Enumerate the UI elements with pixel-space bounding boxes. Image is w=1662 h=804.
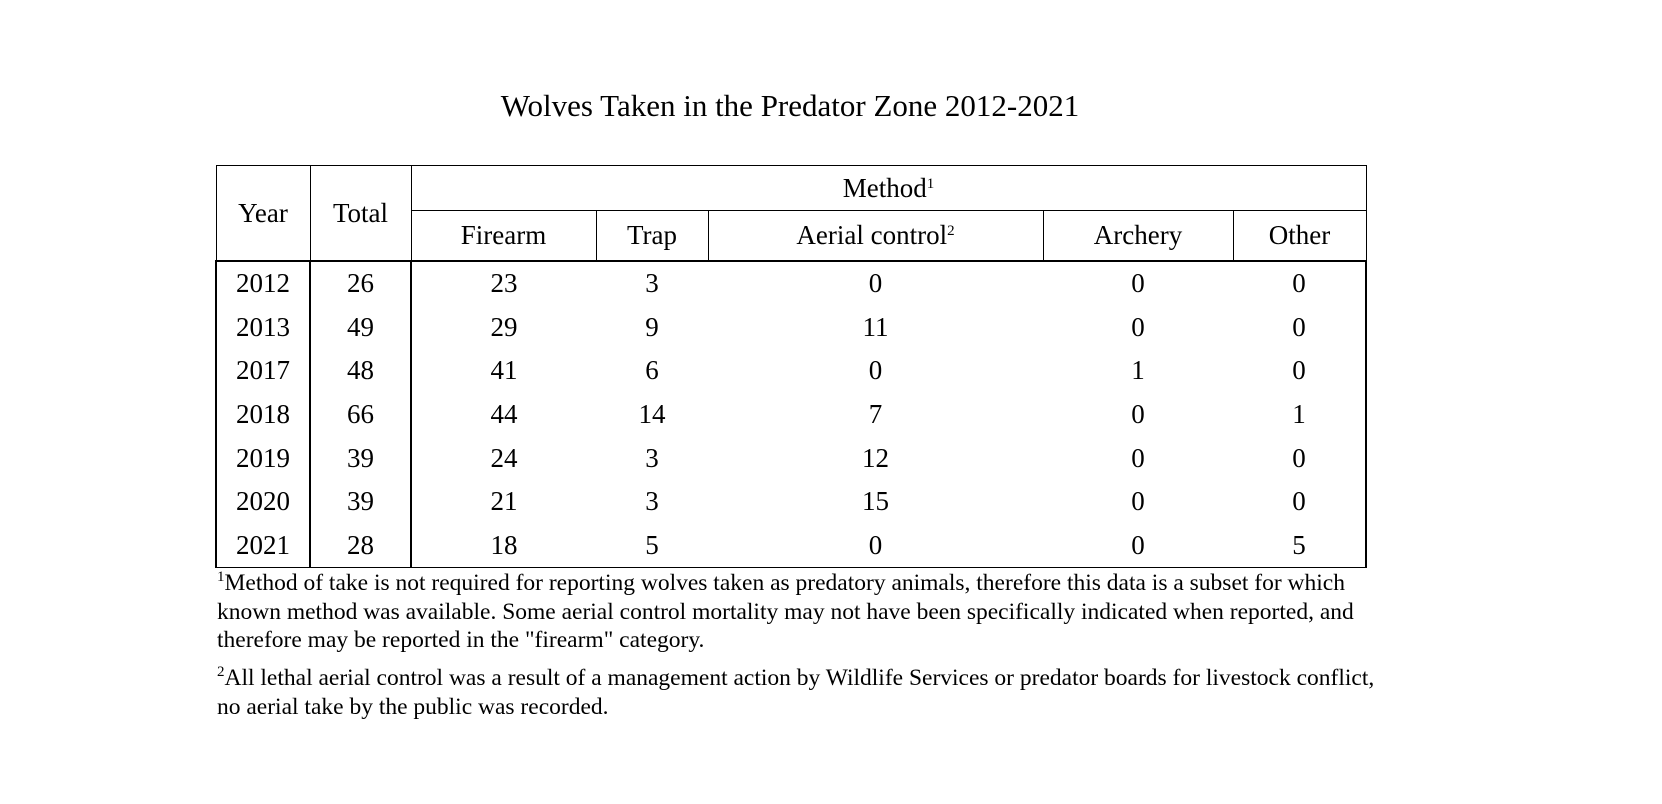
cell-aerial-control: 15 [862,486,889,517]
cell-aerial-control: 11 [862,311,889,342]
table-row: 2017 48 41 6 0 1 0 [215,349,1367,393]
cell-trap: 6 [645,355,659,386]
cell-trap: 5 [596,523,708,569]
table-row: 2021 28 18 5 0 0 5 [215,523,1367,569]
header-method-label: Method [842,172,927,203]
cell-other: 0 [1233,305,1367,350]
cell-archery: 0 [1131,311,1145,342]
cell-archery: 0 [1131,486,1145,517]
footnote-1-mark: 1 [217,569,225,585]
cell-year: 2012 [215,261,311,306]
cell-total: 39 [310,436,412,480]
cell-aerial-control: 7 [868,399,883,430]
cell-total: 66 [310,392,412,437]
cell-archery: 0 [1043,523,1233,569]
cell-trap: 14 [638,399,666,430]
cell-other: 1 [1233,392,1367,437]
cell-trap: 3 [645,268,659,299]
cell-year: 2018 [215,392,311,437]
cell-other: 0 [1233,479,1367,524]
header-firearm: Firearm [410,210,597,262]
cell-other: 5 [1233,523,1367,569]
cell-aerial-control: 0 [868,355,883,386]
cell-firearm: 24 [490,442,518,473]
cell-year: 2020 [215,479,311,524]
table-row: 2018 66 44 14 7 0 1 [215,392,1367,437]
cell-year: 2013 [215,305,311,350]
table-row: 2019 39 24 3 12 0 0 [215,436,1367,480]
footnote-1: 1Method of take is not required for repo… [217,569,1377,655]
table-row: 2020 39 21 3 15 0 0 [215,479,1367,524]
cell-total: 49 [310,305,412,350]
cell-year: 2021 [215,523,311,569]
header-aerial-label: Aerial control [796,220,948,250]
cell-other: 0 [1233,436,1367,480]
header-total: Total [309,165,412,262]
header-trap: Trap [595,210,709,262]
cell-firearm: 21 [490,486,518,517]
cell-year: 2017 [215,349,311,393]
table-row: 2013 49 29 9 11 0 0 [215,305,1367,350]
cell-aerial-control: 0 [868,268,883,299]
cell-total: 39 [310,479,412,524]
cell-firearm: 41 [490,355,518,386]
table-row: 2012 26 23 3 0 0 0 [215,261,1367,306]
footnote-ref-2: 2 [947,223,955,239]
footnote-ref-1: 1 [926,175,935,192]
header-method: Method1 [410,165,1367,211]
wolves-taken-table: Year Total Method1 Firearm Trap Aerial c… [215,165,1367,569]
cell-archery: 0 [1131,399,1145,430]
footnote-2: 2All lethal aerial control was a result … [217,664,1377,721]
cell-year: 2019 [215,436,311,480]
cell-aerial-control: 0 [708,523,1043,569]
header-other: Other [1232,210,1367,262]
footnote-1-text: Method of take is not required for repor… [217,570,1354,653]
cell-firearm: 18 [411,523,596,569]
header-aerial-control: Aerial control2 [707,210,1044,262]
cell-archery: 1 [1131,355,1145,386]
footnote-2-mark: 2 [217,664,225,680]
cell-firearm: 23 [490,268,518,299]
cell-aerial-control: 12 [862,442,889,473]
cell-archery: 0 [1131,442,1145,473]
header-archery: Archery [1042,210,1234,262]
cell-trap: 3 [645,486,659,517]
cell-trap: 3 [645,442,659,473]
header-year: Year [215,165,311,262]
cell-firearm: 44 [490,399,518,430]
cell-total: 48 [310,349,412,393]
footnote-2-text: All lethal aerial control was a result o… [217,665,1375,720]
cell-other: 0 [1233,349,1367,393]
cell-trap: 9 [645,311,659,342]
document-title: Wolves Taken in the Predator Zone 2012-2… [500,88,1080,123]
cell-total: 28 [310,523,412,569]
cell-other: 0 [1233,261,1367,306]
cell-firearm: 29 [490,311,518,342]
cell-archery: 0 [1131,268,1145,299]
cell-total: 26 [310,261,412,306]
